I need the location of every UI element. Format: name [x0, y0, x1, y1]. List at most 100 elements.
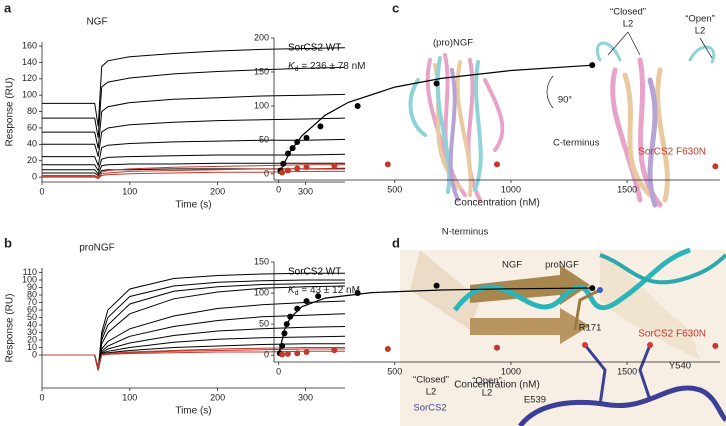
- y-tick-label: 0: [32, 171, 37, 181]
- data-point: [384, 345, 391, 352]
- sensorgram-line: [42, 47, 346, 127]
- data-point: [317, 123, 324, 130]
- data-point: [294, 165, 301, 172]
- x-tick-label: 0: [39, 186, 44, 196]
- x-tick-label: 200: [210, 392, 225, 402]
- y-tick-label: 0: [264, 168, 269, 178]
- fit-line: [278, 64, 593, 175]
- sensorgram-line: [42, 138, 346, 168]
- label: N-terminus: [442, 227, 489, 238]
- y-tick-label: 80: [27, 289, 37, 299]
- structure-right: [595, 41, 716, 208]
- kd-label: Kd = 43 ± 12 nM: [288, 285, 360, 297]
- sensorgram-line: [42, 313, 346, 371]
- x-tick-label: 0: [39, 392, 44, 402]
- y-tick-label: 160: [22, 40, 37, 50]
- kd-text: = 43 ± 12 nM: [299, 285, 360, 296]
- sensorgram-line: [42, 326, 346, 371]
- series-label: SorCS2 WT: [288, 267, 341, 278]
- chart-title: NGF: [86, 17, 107, 28]
- kd-text: = 236 ± 78 nM: [299, 61, 366, 72]
- label: “Closed”: [413, 375, 449, 386]
- data-point: [589, 285, 596, 292]
- data-point: [284, 167, 291, 174]
- x-axis-label: Concentration (nM): [454, 380, 540, 391]
- data-point: [315, 293, 322, 300]
- x-tick-label: 100: [122, 392, 137, 402]
- y-tick-label: 50: [259, 134, 269, 144]
- y-tick-label: 10: [27, 342, 37, 352]
- data-point: [331, 347, 338, 354]
- series-label: SorCS2 WT: [288, 43, 341, 54]
- data-point: [384, 161, 391, 168]
- panel-label: c: [392, 0, 399, 15]
- x-tick-label: 1500: [617, 184, 637, 194]
- x-tick-label: 500: [387, 184, 402, 194]
- y-tick-label: 20: [27, 334, 37, 344]
- series-label: SorCS2 F630N: [638, 329, 706, 340]
- sensorgram-line: [42, 167, 346, 179]
- sensorgram-line: [42, 93, 346, 149]
- y-tick-label: 20: [27, 155, 37, 165]
- data-point: [331, 162, 338, 169]
- data-point: [712, 342, 719, 349]
- data-point: [279, 351, 286, 358]
- sensorgram-line: [42, 66, 346, 138]
- y-tick-label: 50: [27, 312, 37, 322]
- structure-closeup: [410, 247, 726, 426]
- series-label: SorCS2 F630N: [638, 147, 706, 158]
- data-point: [287, 313, 294, 320]
- x-tick-label: 0: [276, 366, 281, 376]
- data-point: [303, 349, 310, 356]
- x-tick-label: 1000: [501, 184, 521, 194]
- structure-left: [408, 53, 505, 202]
- y-tick-label: 100: [22, 274, 37, 284]
- y-axis-label: Response (RU): [5, 294, 16, 363]
- data-point: [433, 80, 440, 87]
- label: L2: [482, 388, 493, 399]
- label: L2: [695, 26, 706, 37]
- sensorgram-line: [42, 153, 346, 172]
- y-tick-label: 0: [32, 349, 37, 359]
- data-point: [303, 164, 310, 171]
- data-point: [494, 344, 500, 351]
- x-tick-label: 1000: [501, 366, 521, 376]
- label: C-terminus: [553, 138, 600, 149]
- kd-symbol: K: [288, 285, 296, 296]
- y-axis-label: Response (RU): [5, 78, 16, 147]
- label: NGF: [502, 260, 522, 271]
- kd-symbol: K: [288, 61, 296, 72]
- y-tick-label: 140: [22, 57, 37, 67]
- y-tick-label: 40: [27, 319, 37, 329]
- y-tick-label: 30: [27, 327, 37, 337]
- y-tick-label: 60: [27, 304, 37, 314]
- x-tick-label: 300: [298, 392, 313, 402]
- label: “Open”: [685, 14, 715, 25]
- kd-subscript: d: [295, 290, 299, 297]
- label: L2: [623, 19, 634, 30]
- label: proNGF: [545, 260, 579, 271]
- label: Y540: [669, 361, 691, 372]
- x-tick-label: 300: [298, 186, 313, 196]
- y-tick-label: 110: [23, 267, 37, 277]
- sensorgram-line: [42, 117, 346, 157]
- data-point: [294, 350, 301, 357]
- y-tick-label: 60: [27, 122, 37, 132]
- kd-subscript: d: [295, 66, 299, 73]
- sensorgram-line: [42, 300, 346, 371]
- sensorgram-line: [42, 170, 345, 180]
- panel-label: b: [4, 235, 12, 250]
- data-point: [284, 350, 291, 357]
- y-tick-label: 150: [254, 66, 269, 76]
- x-tick-label: 500: [387, 366, 402, 376]
- y-tick-label: 40: [27, 139, 37, 149]
- label: E539: [524, 395, 546, 406]
- kd-label: Kd = 236 ± 78 nM: [288, 61, 366, 73]
- fit-line: [278, 287, 593, 356]
- data-point: [279, 169, 286, 176]
- data-point: [712, 163, 719, 170]
- y-tick-label: 50: [259, 318, 269, 328]
- x-tick-label: 0: [276, 184, 281, 194]
- y-tick-label: 150: [254, 256, 269, 266]
